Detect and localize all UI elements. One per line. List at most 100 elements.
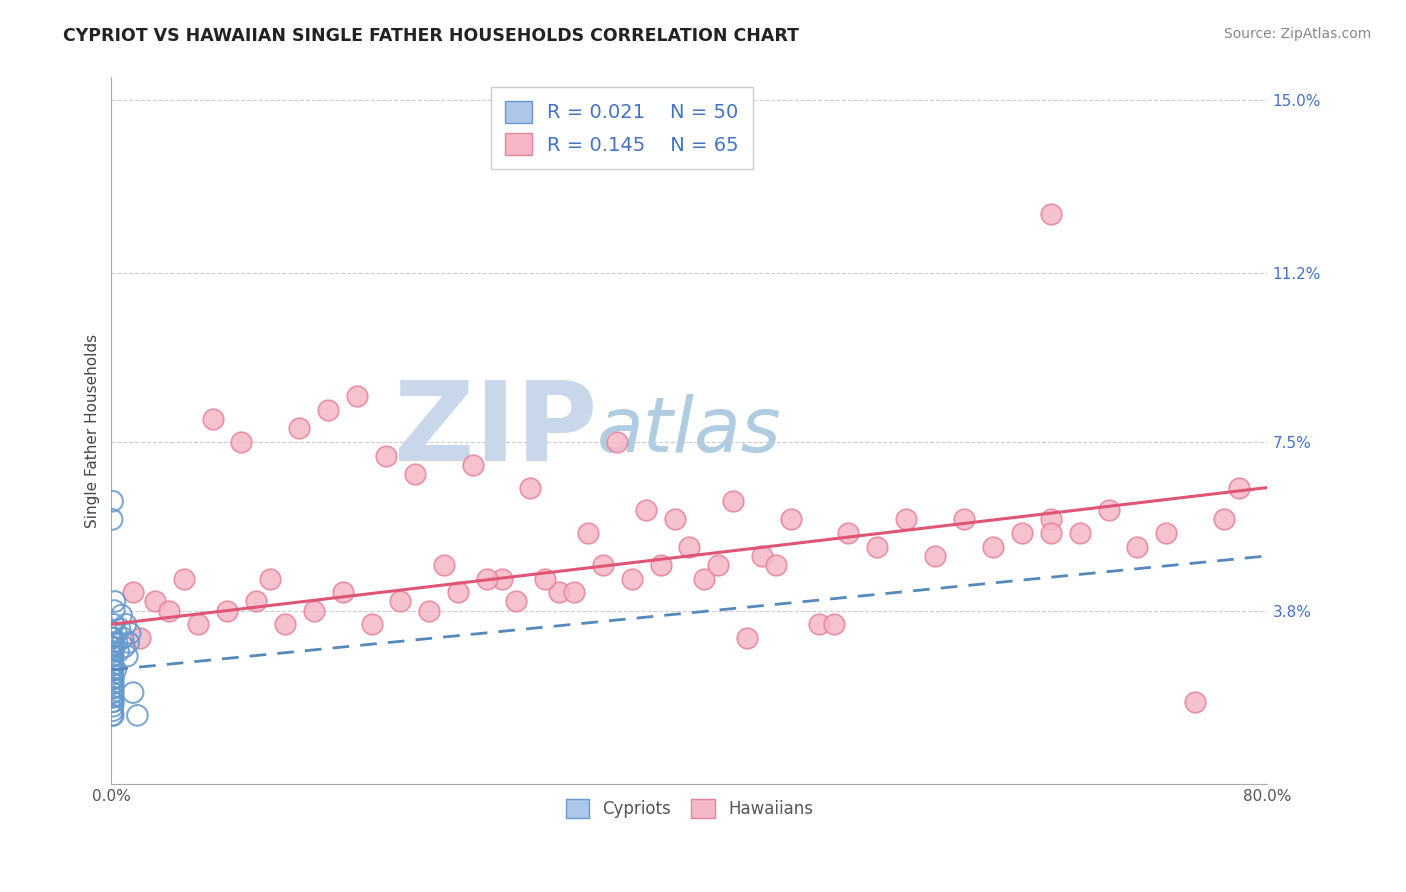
Point (475, 572, 498, 586)
Point (534, 572, 557, 586)
Point (896, 512, 918, 526)
Point (808, 617, 831, 632)
Point (245, 594, 267, 608)
Point (505, 594, 527, 608)
Point (389, 594, 412, 608)
Point (143, 594, 166, 608)
Point (231, 434, 253, 449)
Point (620, 572, 643, 586)
Point (1126, 540, 1149, 554)
Point (101, 695, 124, 709)
Point (101, 631, 124, 645)
Point (592, 558, 614, 572)
Point (576, 526, 599, 541)
Text: Source: ZipAtlas.com: Source: ZipAtlas.com (1223, 27, 1371, 41)
Point (117, 649, 139, 664)
Point (122, 685, 145, 699)
Point (1227, 481, 1250, 495)
Point (103, 708, 125, 723)
Point (173, 572, 195, 586)
Point (519, 481, 541, 495)
Point (866, 540, 889, 554)
Point (101, 676, 124, 690)
Point (101, 667, 124, 681)
Point (765, 558, 787, 572)
Point (101, 708, 124, 723)
Point (103, 617, 125, 632)
Point (1213, 512, 1236, 526)
Point (302, 604, 325, 618)
Point (274, 617, 297, 632)
Point (101, 649, 124, 664)
Point (157, 604, 180, 618)
Point (101, 676, 124, 690)
Legend: Cypriots, Hawaiians: Cypriots, Hawaiians (560, 792, 820, 825)
Point (562, 585, 585, 599)
Point (823, 617, 845, 632)
Point (215, 604, 238, 618)
Point (101, 699, 124, 714)
Point (101, 663, 124, 677)
Point (360, 617, 382, 632)
Point (107, 644, 129, 658)
Point (103, 672, 125, 686)
Point (735, 631, 758, 645)
Point (110, 608, 132, 623)
Point (346, 389, 368, 403)
Point (101, 640, 124, 654)
Point (751, 549, 773, 563)
Point (288, 421, 311, 435)
Point (129, 631, 152, 645)
Point (101, 672, 124, 686)
Point (101, 649, 124, 664)
Point (837, 526, 859, 541)
Point (664, 512, 686, 526)
Point (101, 663, 124, 677)
Point (1039, 526, 1062, 541)
Point (316, 403, 339, 417)
Point (103, 695, 125, 709)
Point (981, 540, 1004, 554)
Point (101, 685, 124, 699)
Point (636, 503, 658, 517)
Point (418, 604, 440, 618)
Point (101, 512, 124, 526)
Point (101, 690, 124, 705)
Point (404, 467, 426, 481)
Point (108, 622, 131, 636)
Point (375, 449, 398, 463)
Point (103, 640, 125, 654)
Point (650, 558, 672, 572)
Point (120, 626, 142, 640)
Point (1097, 503, 1119, 517)
Point (101, 690, 124, 705)
Point (101, 631, 124, 645)
Text: CYPRIOT VS HAWAIIAN SINGLE FATHER HOUSEHOLDS CORRELATION CHART: CYPRIOT VS HAWAIIAN SINGLE FATHER HOUSEH… (63, 27, 799, 45)
Point (115, 617, 138, 632)
Point (779, 512, 801, 526)
Point (201, 412, 224, 426)
Point (101, 635, 124, 649)
Point (1156, 526, 1178, 541)
Point (101, 658, 124, 673)
Point (127, 708, 149, 723)
Y-axis label: Single Father Households: Single Father Households (86, 334, 100, 528)
Point (101, 658, 124, 673)
Text: atlas: atlas (598, 393, 782, 467)
Point (606, 434, 628, 449)
Point (112, 640, 135, 654)
Point (1069, 526, 1091, 541)
Point (332, 585, 354, 599)
Point (1039, 512, 1062, 526)
Point (693, 572, 716, 586)
Point (187, 617, 209, 632)
Point (101, 649, 124, 664)
Point (101, 644, 124, 658)
Point (1039, 207, 1062, 221)
Point (101, 654, 124, 668)
Text: ZIP: ZIP (394, 377, 598, 484)
Point (491, 572, 513, 586)
Point (1011, 526, 1033, 541)
Point (678, 540, 700, 554)
Point (259, 572, 281, 586)
